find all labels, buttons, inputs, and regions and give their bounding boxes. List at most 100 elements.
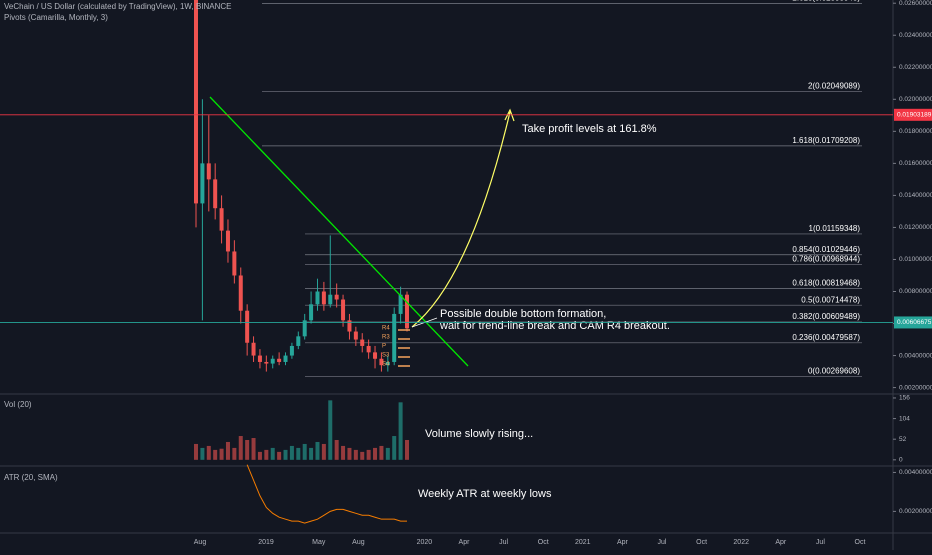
- volume-bar: [366, 449, 371, 460]
- candle-body: [257, 355, 262, 362]
- candle-body: [219, 208, 224, 231]
- candle-body: [232, 251, 237, 276]
- y-tick-label: 0: [899, 457, 903, 464]
- annotation: wait for trend-line break and CAM R4 bre…: [439, 320, 670, 332]
- fib-label: 0.618(0.00819468): [792, 278, 860, 287]
- volume-bar: [283, 449, 288, 460]
- atr-title: ATR (20, SMA): [4, 473, 58, 482]
- volume-bar: [194, 443, 198, 460]
- volume-bar: [379, 445, 384, 460]
- candle-body: [315, 291, 320, 305]
- volume-bar: [309, 447, 314, 460]
- candle-body: [302, 320, 307, 337]
- volume-bar: [392, 436, 397, 460]
- volume-bar: [385, 447, 390, 460]
- x-tick-label: Jul: [816, 539, 825, 546]
- candle-body: [206, 163, 211, 180]
- y-tick-label: 0.02400000: [899, 32, 932, 39]
- volume-bar: [373, 447, 378, 460]
- candle-body: [289, 345, 294, 356]
- candle-body: [213, 179, 218, 209]
- volume-bar: [302, 443, 307, 460]
- y-tick-label: 0.02200000: [899, 64, 932, 71]
- volume-bar: [251, 438, 256, 460]
- candle-body: [379, 358, 384, 366]
- indicator-title: Pivots (Camarilla, Monthly, 3): [4, 13, 108, 22]
- profit-arrow: [411, 111, 511, 328]
- volume-bar: [232, 447, 237, 460]
- x-tick-label: Aug: [352, 539, 365, 546]
- candle-body: [321, 291, 326, 305]
- pivot-label: R3: [382, 335, 390, 341]
- fib-label: 0.5(0.00714478): [801, 295, 860, 304]
- volume-bar: [238, 436, 243, 460]
- volume-bar: [219, 448, 224, 460]
- y-tick-label: 0.00800000: [899, 288, 932, 295]
- y-tick-label: 52: [899, 436, 907, 443]
- fib-label: 0.854(0.01029446): [792, 245, 860, 254]
- y-tick-label: 0.02600000: [899, 0, 932, 7]
- candle-body: [194, 0, 198, 204]
- x-tick-label: May: [312, 539, 326, 546]
- volume-bar: [353, 449, 358, 460]
- x-tick-label: Jul: [499, 539, 508, 546]
- x-tick-label: 2021: [575, 539, 591, 546]
- candle-body: [405, 294, 409, 329]
- price-box: [894, 316, 932, 329]
- y-tick-label: 0.00400000: [899, 352, 932, 359]
- x-tick-label: 2019: [258, 539, 274, 546]
- volume-bar: [347, 447, 352, 460]
- candle-body: [264, 361, 269, 364]
- price-label: 0.01903189: [897, 112, 932, 119]
- volume-title: Vol (20): [4, 400, 32, 409]
- volume-bar: [200, 447, 205, 460]
- x-tick-label: Apr: [775, 539, 787, 546]
- candle-body: [277, 358, 282, 362]
- y-tick-label: 0.00400000: [899, 469, 932, 476]
- fib-label: 1(0.01159348): [809, 224, 861, 233]
- volume-bar: [277, 451, 282, 460]
- volume-bar: [213, 449, 218, 460]
- candle-body: [366, 345, 371, 353]
- pivot-label: S4: [382, 362, 390, 368]
- candle-body: [245, 310, 250, 343]
- candle-body: [347, 320, 352, 332]
- volume-bar: [289, 445, 294, 460]
- fib-label: 1.618(0.01709208): [792, 136, 860, 145]
- price-label: 0.00606675: [897, 319, 932, 326]
- y-tick-label: 0.01600000: [899, 160, 932, 167]
- x-tick-label: Jul: [658, 539, 667, 546]
- volume-bar: [405, 439, 409, 460]
- x-tick-label: Oct: [696, 539, 707, 546]
- y-tick-label: 0.02000000: [899, 96, 932, 103]
- volume-bar: [257, 451, 262, 460]
- y-tick-label: 0.01400000: [899, 192, 932, 199]
- y-tick-label: 0.01000000: [899, 256, 932, 263]
- volume-bar: [225, 441, 230, 460]
- candle-body: [270, 358, 275, 364]
- atr-line: [246, 464, 407, 524]
- candle-body: [334, 294, 339, 300]
- volume-bar: [398, 402, 403, 460]
- volume-bar: [206, 445, 211, 460]
- x-tick-label: Oct: [855, 539, 866, 546]
- y-tick-label: 0.01200000: [899, 224, 932, 231]
- candle-body: [328, 294, 333, 305]
- trend-line: [209, 96, 469, 367]
- candle-body: [353, 331, 358, 340]
- candle-body: [251, 342, 256, 356]
- volume-bar: [264, 449, 269, 460]
- x-tick-label: Apr: [459, 539, 471, 546]
- x-tick-label: 2022: [733, 539, 749, 546]
- x-tick-label: Aug: [194, 539, 207, 546]
- volume-bar: [328, 400, 333, 460]
- fib-label: 2(0.02049089): [808, 82, 860, 91]
- candle-body: [309, 304, 314, 321]
- volume-bar: [341, 445, 346, 460]
- candle-body: [385, 361, 390, 366]
- arrow-head: [504, 108, 515, 122]
- candle-body: [373, 352, 378, 359]
- annotation: Possible double bottom formation,: [440, 308, 606, 320]
- annotation: Volume slowly rising...: [425, 428, 533, 440]
